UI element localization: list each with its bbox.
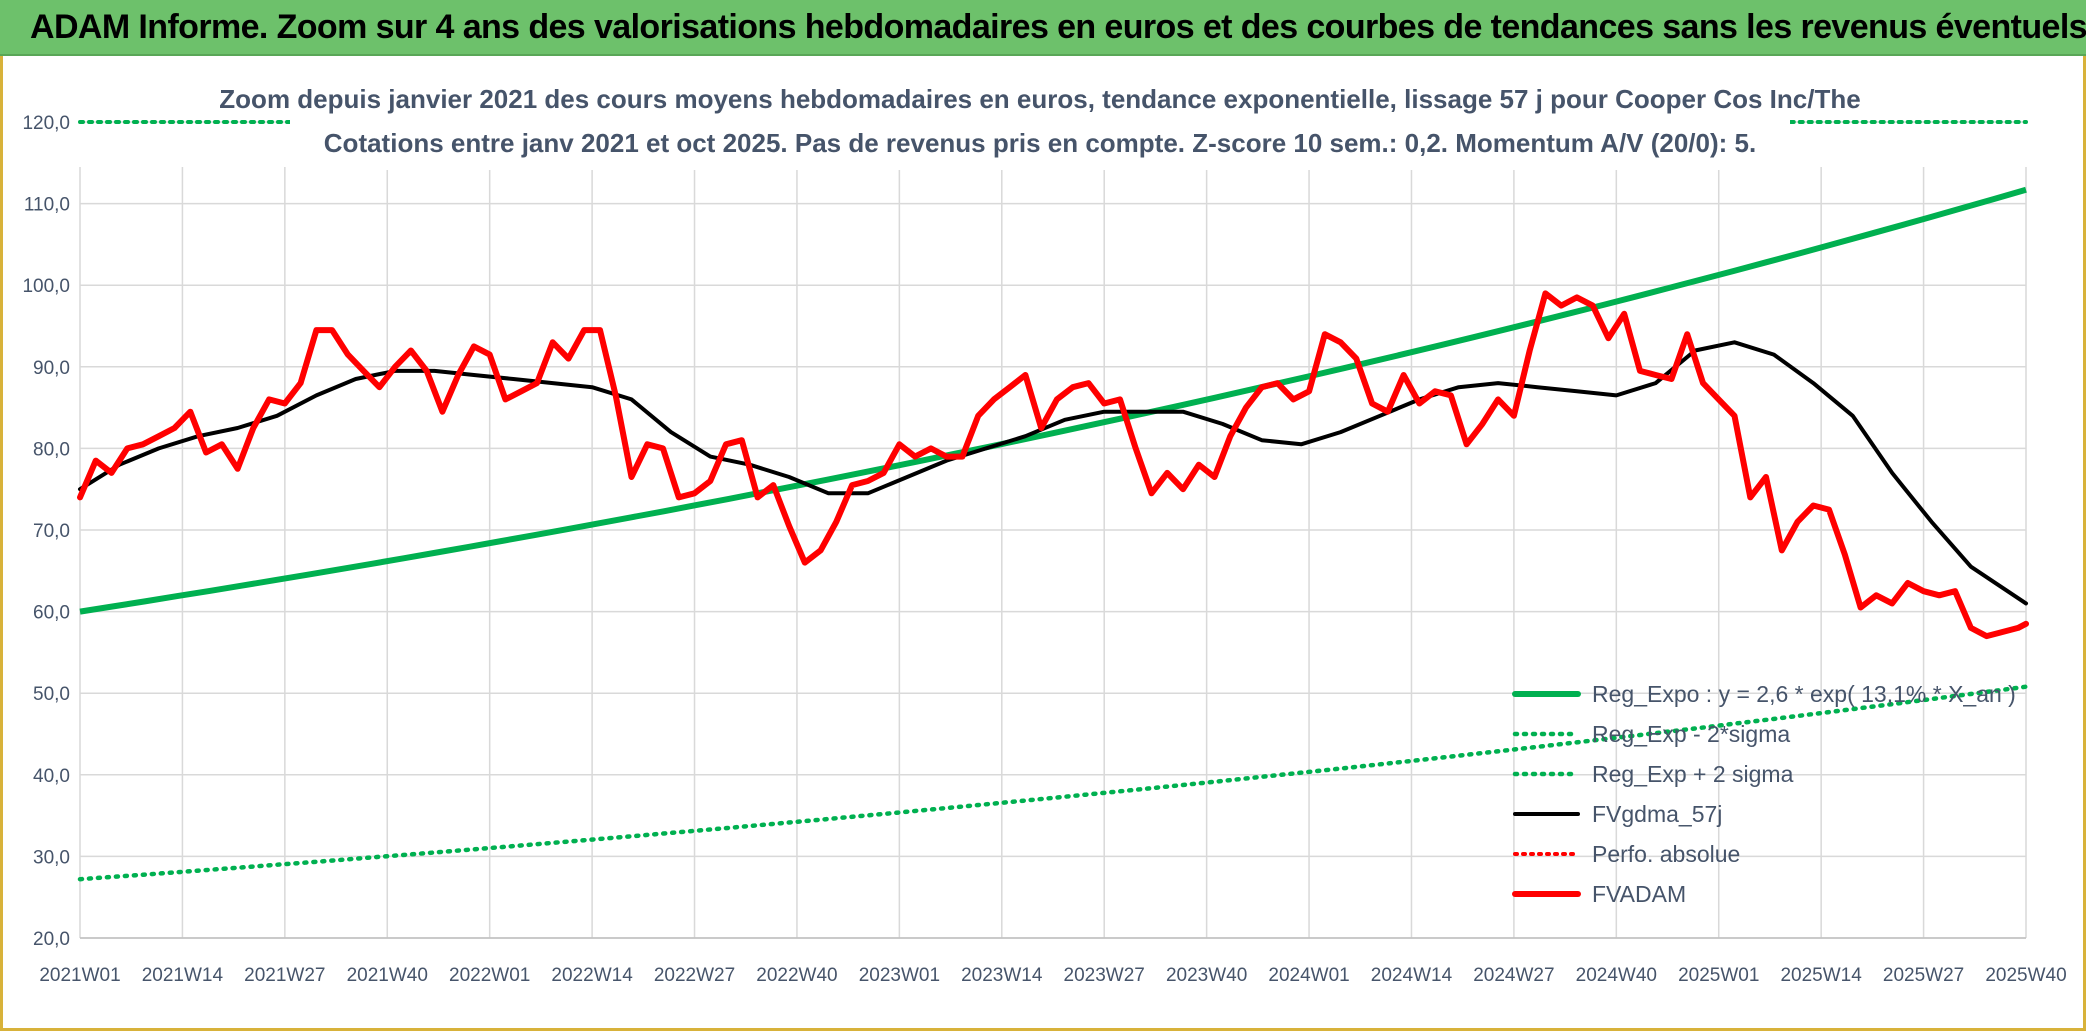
x-tick-label: 2021W40	[347, 965, 428, 986]
x-tick-label: 2021W27	[244, 965, 325, 986]
y-tick-label: 120,0	[22, 113, 70, 134]
chart-title: Zoom depuis janvier 2021 des cours moyen…	[219, 74, 1861, 170]
series-lower-band	[77, 684, 2029, 882]
y-tick-label: 20,0	[33, 929, 70, 950]
y-tick-label: 60,0	[33, 603, 70, 624]
legend: Reg_Expo : y = 2,6 * exp( 13,1% * X_an )…	[1512, 681, 2016, 907]
x-tick-label: 2025W01	[1678, 965, 1759, 986]
legend-label-perf: Perfo. absolue	[1592, 841, 1740, 867]
x-tick-label: 2024W40	[1576, 965, 1657, 986]
x-tick-label: 2023W27	[1064, 965, 1145, 986]
y-tick-label: 80,0	[33, 439, 70, 460]
report-title: ADAM Informe. Zoom sur 4 ans des valoris…	[30, 8, 2086, 46]
x-tick-label: 2022W40	[756, 965, 837, 986]
grid	[79, 121, 2027, 939]
x-tick-label: 2024W01	[1268, 965, 1349, 986]
series-smoothed	[78, 340, 2028, 606]
x-tick-label: 2025W27	[1883, 965, 1964, 986]
y-tick-label: 30,0	[33, 847, 70, 868]
y-tick-label: 70,0	[33, 521, 70, 542]
x-tick-label: 2025W14	[1780, 965, 1862, 986]
legend-label-price: FVADAM	[1592, 881, 1686, 907]
x-axis: 2021W01 2021W14 2021W27 2021W40 2022W01 2022W…	[39, 937, 2067, 986]
legend-label-lower: Reg_Exp - 2*sigma	[1592, 721, 1790, 747]
x-tick-label: 2022W14	[551, 965, 633, 986]
y-tick-label: 90,0	[33, 358, 70, 379]
series-price	[77, 290, 2029, 640]
x-tick-label: 2025W40	[1985, 965, 2066, 986]
legend-label-smooth: FVgdma_57j	[1592, 801, 1722, 827]
y-tick-label: 50,0	[33, 684, 70, 705]
x-tick-label: 2022W01	[449, 965, 530, 986]
y-tick-label: 40,0	[33, 766, 70, 787]
x-tick-label: 2023W14	[961, 965, 1043, 986]
series-regression	[79, 186, 2027, 615]
chart-title-line-1: Zoom depuis janvier 2021 des cours moyen…	[219, 84, 1860, 114]
chart-title-background	[290, 74, 1790, 170]
title-banner: ADAM Informe. Zoom sur 4 ans des valoris…	[0, 0, 2086, 56]
y-tick-label: 100,0	[22, 276, 70, 297]
x-tick-label: 2022W27	[654, 965, 735, 986]
legend-label-reg: Reg_Expo : y = 2,6 * exp( 13,1% * X_an )	[1592, 681, 2016, 707]
x-tick-label: 2023W01	[859, 965, 940, 986]
x-tick-label: 2021W01	[39, 965, 120, 986]
x-tick-label: 2023W40	[1166, 965, 1247, 986]
y-axis: 20,0 30,0 40,0 50,0 60,0 70,0 80,0 90,0 100,0 110…	[22, 113, 70, 950]
x-tick-label: 2024W27	[1473, 965, 1554, 986]
legend-label-upper: Reg_Exp + 2 sigma	[1592, 761, 1794, 787]
x-tick-label: 2024W14	[1371, 965, 1453, 986]
y-tick-label: 110,0	[24, 195, 70, 216]
chart-title-line-2: Cotations entre janv 2021 et oct 2025. P…	[324, 128, 1756, 158]
series	[77, 120, 2029, 882]
x-tick-label: 2021W14	[142, 965, 224, 986]
